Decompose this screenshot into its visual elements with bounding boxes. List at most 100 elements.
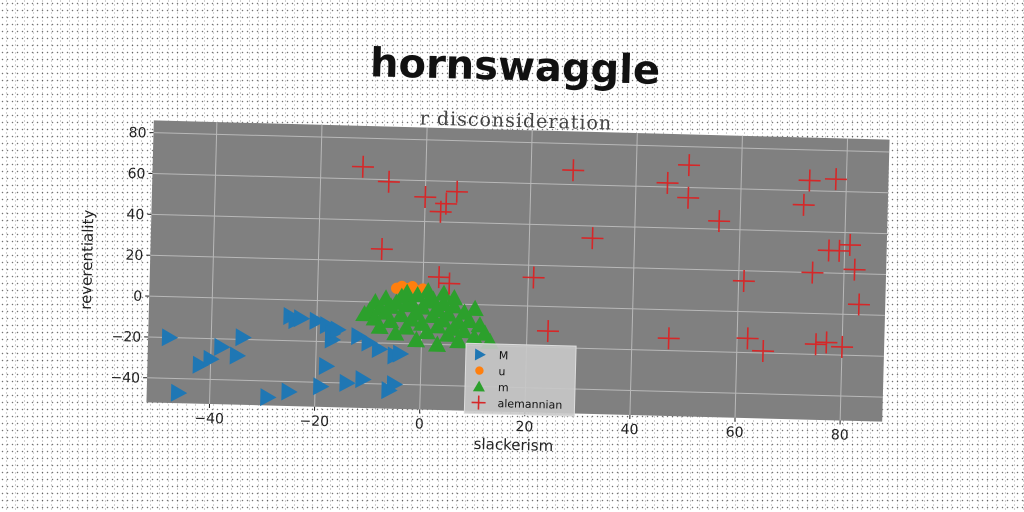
data-point — [449, 331, 468, 349]
data-point — [657, 327, 680, 350]
x-tick-label: 20 — [515, 419, 533, 435]
data-point — [581, 227, 604, 250]
data-point — [562, 159, 585, 182]
data-point — [843, 258, 866, 281]
x-gridline — [734, 135, 743, 418]
series-m — [355, 282, 499, 352]
chart-title: hornswaggle — [370, 40, 661, 94]
legend: Mum alemannian — [463, 342, 577, 417]
x-tick-label: 0 — [415, 416, 424, 432]
data-point — [429, 200, 452, 223]
data-point — [414, 186, 437, 209]
data-point — [439, 305, 458, 322]
x-axis-label: slackerism — [473, 435, 553, 455]
data-point — [361, 333, 378, 352]
legend-marker — [471, 395, 486, 410]
data-point — [801, 261, 824, 284]
x-tick-label: 40 — [620, 422, 638, 438]
data-point — [381, 311, 400, 329]
data-point — [677, 186, 700, 209]
legend-label: m — [498, 381, 509, 394]
y-gridline — [150, 254, 887, 276]
grid — [147, 122, 890, 421]
data-point — [444, 297, 463, 314]
data-point — [708, 210, 731, 233]
y-axis-label: reverentiality — [77, 209, 98, 310]
data-point — [732, 269, 755, 293]
data-point — [370, 317, 389, 335]
data-point — [736, 327, 759, 350]
legend-label: alemannian — [497, 397, 562, 412]
x-gridline — [314, 124, 323, 407]
data-point — [804, 333, 827, 356]
data-point — [355, 370, 372, 389]
data-point — [445, 288, 463, 306]
y-gridline — [149, 295, 885, 316]
data-point — [281, 382, 298, 401]
x-gridline — [419, 127, 428, 410]
data-point — [428, 335, 446, 352]
data-point — [293, 309, 311, 328]
data-point — [678, 154, 701, 177]
data-point — [351, 327, 368, 346]
y-gridline — [152, 173, 889, 194]
data-point — [522, 266, 545, 289]
y-tick-label: 20 — [125, 248, 143, 264]
data-point — [377, 170, 400, 193]
y-tick-label: 80 — [128, 125, 146, 141]
data-point — [396, 318, 415, 335]
data-point — [438, 272, 461, 295]
x-tick-label: 80 — [831, 427, 849, 443]
data-point — [235, 328, 252, 347]
data-point — [229, 346, 247, 365]
y-tick-label: −20 — [111, 329, 141, 346]
data-point — [815, 331, 838, 354]
data-point — [407, 330, 426, 348]
plot-background — [146, 120, 890, 422]
y-tick-label: 60 — [127, 166, 145, 182]
data-point — [427, 266, 450, 289]
data-point — [838, 233, 862, 256]
x-gridline — [839, 138, 849, 421]
data-point — [339, 373, 356, 392]
data-point — [828, 239, 851, 262]
legend-box — [463, 342, 577, 417]
x-tick-label: 60 — [726, 424, 744, 440]
data-point — [330, 320, 347, 339]
data-point — [391, 305, 410, 323]
data-point — [792, 193, 815, 216]
series-M — [161, 306, 410, 407]
data-point — [312, 377, 330, 396]
data-point — [260, 388, 277, 407]
data-point — [309, 311, 326, 330]
data-point — [536, 320, 559, 343]
data-point — [798, 169, 821, 192]
y-tick-label: 0 — [133, 289, 142, 305]
data-point — [831, 335, 854, 358]
data-point — [319, 316, 337, 335]
data-point — [445, 180, 468, 203]
data-point — [656, 171, 679, 194]
legend-marker — [474, 348, 486, 361]
legend-marker — [472, 380, 485, 392]
data-marks — [161, 154, 870, 407]
data-point — [324, 330, 342, 349]
y-gridline — [151, 213, 888, 235]
data-point — [465, 328, 484, 345]
data-point — [460, 311, 479, 329]
data-point — [161, 328, 179, 347]
axis-ticks: −40 −20 0 20 40 60 80 −40 −20 0 20 40 60 80 — [110, 125, 849, 444]
y-tick-label: 40 — [126, 207, 144, 223]
x-gridline — [629, 133, 638, 415]
x-tick-label: −40 — [194, 411, 224, 428]
data-point — [454, 321, 473, 339]
data-point — [752, 339, 775, 363]
data-point — [170, 383, 188, 402]
legend-marker — [475, 366, 484, 375]
legend-label: u — [498, 365, 505, 378]
data-point — [386, 375, 404, 394]
data-point — [203, 349, 220, 368]
data-point — [408, 285, 427, 303]
data-point — [824, 168, 847, 191]
